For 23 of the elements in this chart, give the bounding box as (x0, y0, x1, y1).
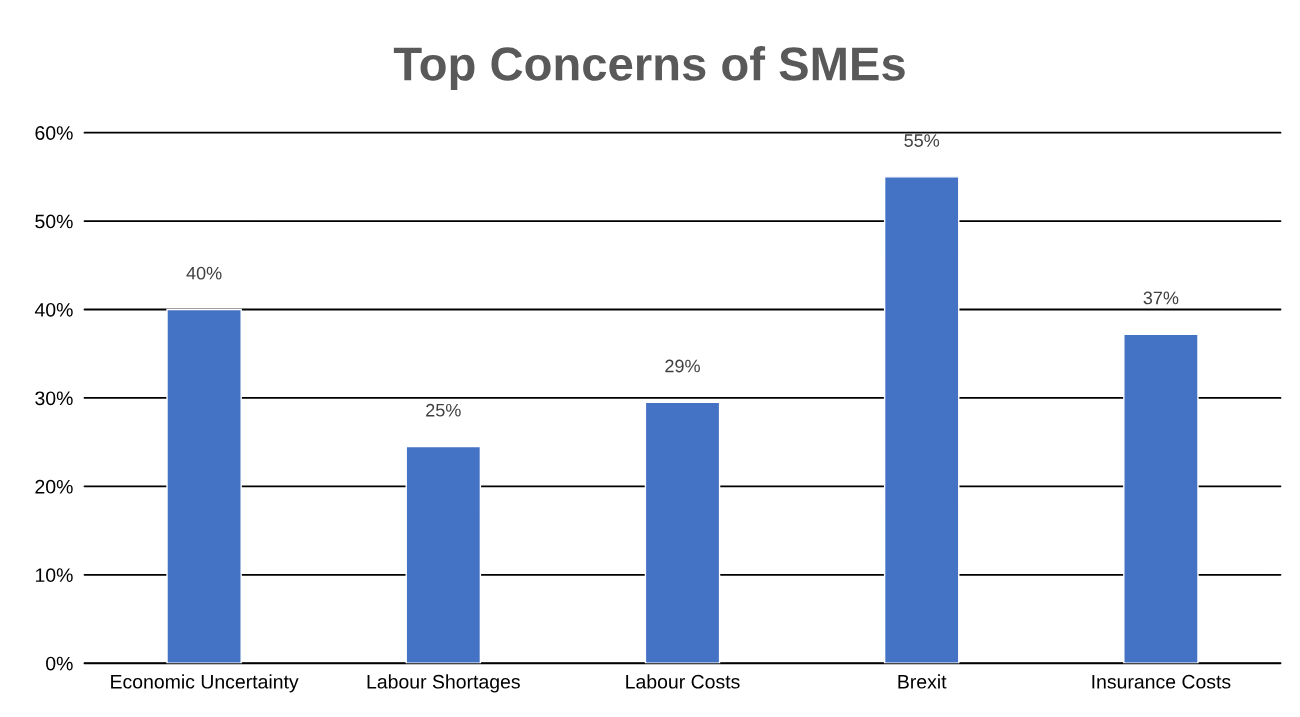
x-tick-label: Insurance Costs (1092, 674, 1231, 689)
data-label: 25% (426, 403, 461, 417)
y-tick-label: 30% (35, 391, 73, 406)
data-label: 29% (665, 359, 700, 373)
x-tick-label: Labour Costs (626, 674, 740, 689)
x-tick-label: Brexit (898, 674, 947, 689)
bar (644, 401, 721, 664)
y-tick-label: 0% (46, 656, 73, 671)
bar (883, 176, 960, 664)
y-tick-label: 40% (34, 302, 73, 317)
chart-title: Top Concerns of SMEs (393, 46, 905, 91)
y-tick-label: 50% (35, 214, 73, 229)
bar (166, 308, 242, 664)
x-tick-label: Labour Shortages (367, 674, 520, 693)
bar (405, 445, 482, 664)
y-tick-label: 60% (35, 126, 73, 140)
x-tick-label: Economic Uncertainty (111, 674, 299, 693)
data-label: 55% (904, 134, 940, 147)
y-tick-label: 10% (35, 568, 73, 583)
bar (1123, 333, 1199, 664)
data-label: 40% (186, 266, 222, 280)
y-tick-label: 20% (35, 479, 73, 494)
data-label: 37% (1143, 291, 1179, 305)
